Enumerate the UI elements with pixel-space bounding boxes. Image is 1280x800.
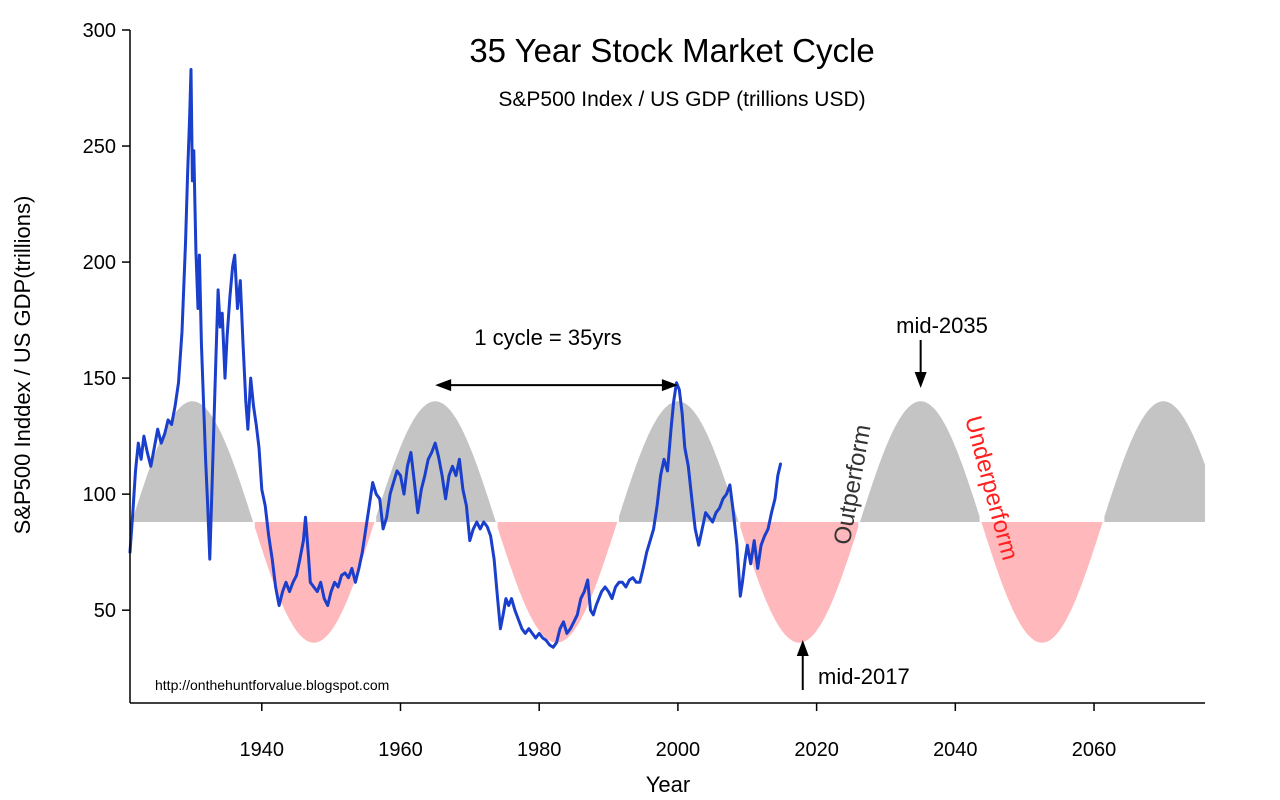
y-tick-label: 100 — [83, 484, 116, 506]
chart-title: 35 Year Stock Market Cycle — [469, 32, 874, 69]
x-axis-title: Year — [646, 772, 690, 797]
x-tick-label: 1940 — [240, 739, 285, 761]
outperform-region — [1104, 401, 1205, 522]
x-tick-label: 2000 — [656, 739, 701, 761]
outperform-region — [131, 401, 254, 522]
x-tick-label: 2060 — [1072, 739, 1117, 761]
underperform-region — [740, 522, 859, 643]
x-tick-label: 1960 — [378, 739, 423, 761]
peak-arrow-head — [914, 372, 927, 388]
peak-label: mid-2035 — [896, 313, 988, 338]
y-tick-label: 250 — [83, 136, 116, 158]
cycle-arrow-left-head — [435, 379, 452, 392]
y-tick-label: 50 — [94, 600, 116, 622]
y-axis-title: S&P500 Inddex / US GDP(trillions) — [10, 196, 35, 535]
x-tick-label: 2040 — [933, 739, 978, 761]
outperform-region — [376, 401, 496, 522]
source-credit: http://onthehuntforvalue.blogspot.com — [155, 677, 389, 693]
outperform-label: Outperform — [829, 423, 877, 547]
trough-arrow-head — [796, 640, 809, 656]
x-ticks: 1940 1960 1980 2000 2020 2040 2060 — [240, 703, 1117, 761]
cycle-length-label: 1 cycle = 35yrs — [474, 325, 621, 350]
underperform-region — [981, 522, 1103, 643]
cycle-arrow-right-head — [661, 379, 678, 392]
y-tick-label: 150 — [83, 368, 116, 390]
cycle-wave-layer — [131, 401, 1205, 643]
y-tick-label: 200 — [83, 252, 116, 274]
y-tick-label: 300 — [83, 20, 116, 42]
x-tick-label: 1980 — [517, 739, 562, 761]
outperform-region — [619, 401, 739, 522]
axes — [129, 30, 1205, 704]
series-line-sp500-gdp — [128, 68, 782, 649]
chart-subtitle: S&P500 Index / US GDP (trillions USD) — [498, 88, 865, 111]
x-tick-label: 2020 — [794, 739, 839, 761]
outperform-region — [860, 401, 980, 522]
trough-label: mid-2017 — [818, 664, 910, 689]
underperform-region — [497, 522, 618, 643]
underperform-region — [254, 522, 375, 643]
y-ticks: 50 100 150 200 250 300 — [83, 20, 130, 622]
